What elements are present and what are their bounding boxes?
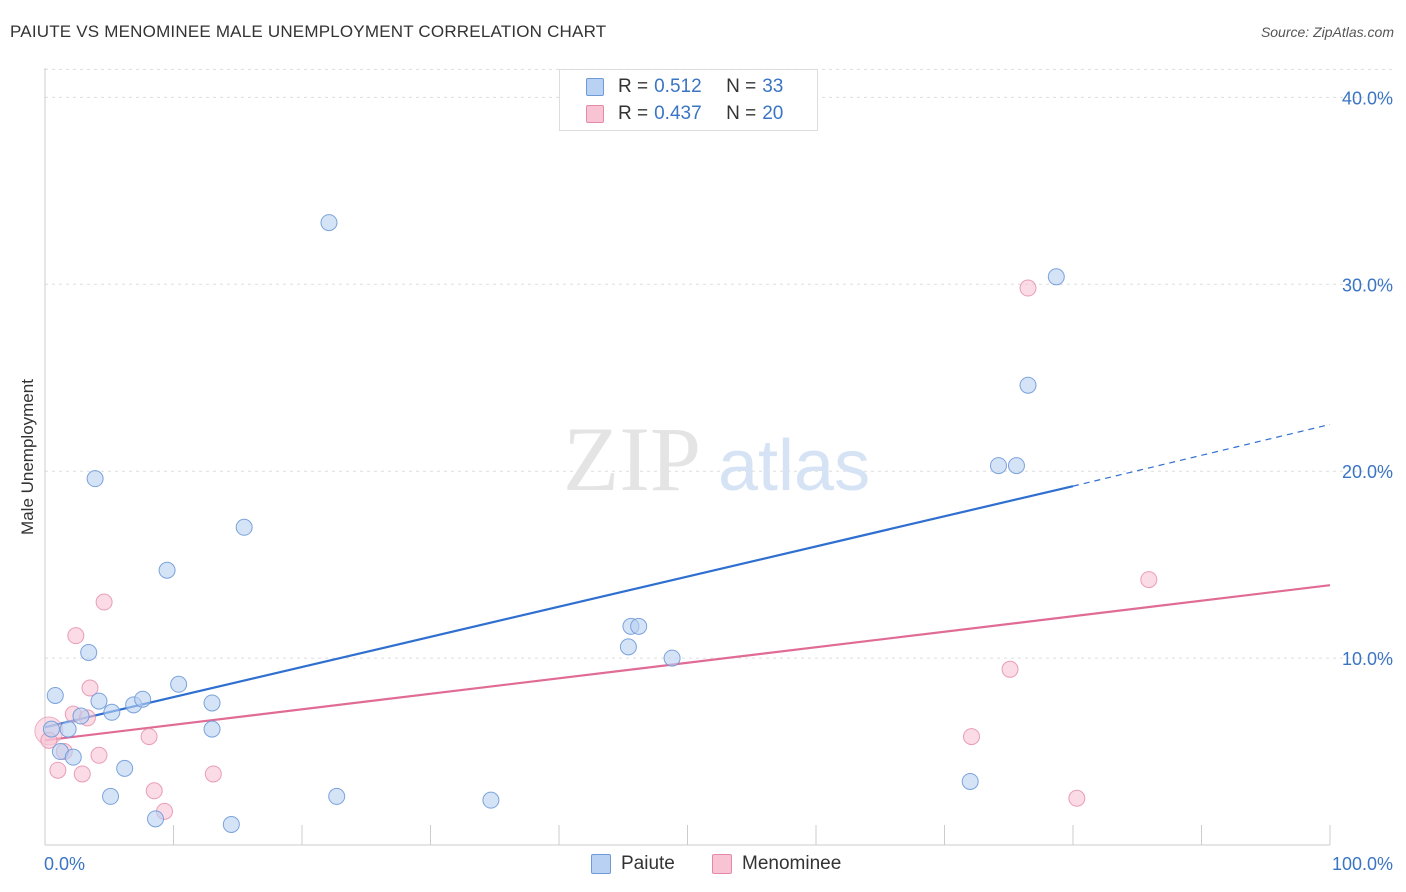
paiute-point — [235, 518, 253, 536]
menominee-point — [1140, 571, 1158, 589]
legend-row-menominee: R = 0.437 N = 20 — [586, 102, 783, 126]
menominee-swatch — [586, 105, 604, 123]
paiute-point — [59, 720, 77, 738]
menominee-n-value: 20 — [762, 103, 784, 124]
paiute-point — [86, 470, 104, 488]
data-points — [34, 214, 1158, 833]
paiute-point — [989, 457, 1007, 475]
paiute-point — [158, 561, 176, 579]
y-axis-label: Male Unemployment — [18, 379, 37, 535]
paiute-trend-extension — [1072, 423, 1331, 487]
bottom-legend-paiute: Paiute — [591, 852, 675, 876]
r-label: R = — [618, 76, 649, 97]
menominee-legend-swatch — [712, 854, 732, 874]
menominee-point — [81, 679, 99, 697]
menominee-point — [1001, 660, 1019, 678]
r-label: R = — [618, 103, 649, 124]
menominee-point — [67, 627, 85, 645]
menominee-legend-label: Menominee — [742, 853, 842, 874]
paiute-point — [1019, 376, 1037, 394]
paiute-point — [46, 686, 64, 704]
watermark: ZIP atlas — [563, 408, 870, 510]
menominee-point — [140, 728, 158, 746]
x-tick-label: 0.0% — [44, 854, 85, 874]
paiute-point — [116, 759, 134, 777]
menominee-point — [962, 728, 980, 746]
source-label: Source: ZipAtlas.com — [1260, 24, 1394, 40]
y-tick-labels: 10.0% 20.0% 30.0% 40.0% — [1342, 88, 1393, 669]
menominee-point — [1068, 789, 1086, 807]
paiute-point — [961, 772, 979, 790]
menominee-point — [1019, 279, 1037, 297]
paiute-point — [103, 703, 121, 721]
chart-title: PAIUTE VS MENOMINEE MALE UNEMPLOYMENT CO… — [10, 22, 607, 41]
paiute-point — [80, 643, 98, 661]
paiute-point — [663, 649, 681, 667]
paiute-point — [320, 214, 338, 232]
paiute-legend-swatch — [591, 854, 611, 874]
paiute-point — [482, 791, 500, 809]
menominee-r-value: 0.437 — [654, 103, 702, 124]
watermark-zip: ZIP — [563, 408, 701, 510]
menominee-point — [204, 765, 222, 783]
paiute-point — [64, 748, 82, 766]
legend-row-paiute: R = 0.512 N = 33 — [586, 75, 783, 99]
paiute-point — [203, 720, 221, 738]
menominee-point — [95, 593, 113, 611]
axes — [44, 68, 1331, 846]
paiute-point — [147, 810, 165, 828]
menominee-point — [73, 765, 91, 783]
paiute-legend-label: Paiute — [621, 853, 675, 874]
menominee-trend-line — [44, 584, 1331, 742]
paiute-point — [619, 638, 637, 656]
paiute-point — [170, 675, 188, 693]
y-tick-label: 30.0% — [1342, 275, 1393, 295]
paiute-point — [1047, 268, 1065, 286]
paiute-point — [102, 787, 120, 805]
trend-lines — [44, 423, 1331, 742]
paiute-point — [203, 694, 221, 712]
paiute-r-value: 0.512 — [654, 76, 702, 97]
watermark-atlas: atlas — [718, 426, 870, 506]
paiute-n-value: 33 — [762, 76, 784, 97]
paiute-swatch — [586, 78, 604, 96]
y-tick-label: 40.0% — [1342, 88, 1393, 108]
menominee-point — [145, 782, 163, 800]
correlation-legend: R = 0.512 N = 33 R = 0.437 N = 20 — [559, 69, 818, 131]
paiute-point — [90, 692, 108, 710]
menominee-point — [49, 761, 67, 779]
x-tick-label: 100.0% — [1332, 854, 1393, 874]
y-tick-label: 20.0% — [1342, 462, 1393, 482]
bottom-legend-menominee: Menominee — [712, 852, 841, 876]
paiute-point — [222, 815, 240, 833]
paiute-point — [72, 707, 90, 725]
paiute-point — [630, 617, 648, 635]
y-tick-label: 10.0% — [1342, 649, 1393, 669]
paiute-trend-line — [44, 485, 1074, 729]
n-label: N = — [726, 76, 757, 97]
menominee-point — [90, 746, 108, 764]
paiute-point — [1007, 457, 1025, 475]
n-label: N = — [726, 103, 757, 124]
paiute-point — [134, 690, 152, 708]
paiute-point — [328, 787, 346, 805]
x-tick-labels: 0.0% 100.0% — [44, 854, 1393, 874]
paiute-point — [42, 720, 60, 738]
